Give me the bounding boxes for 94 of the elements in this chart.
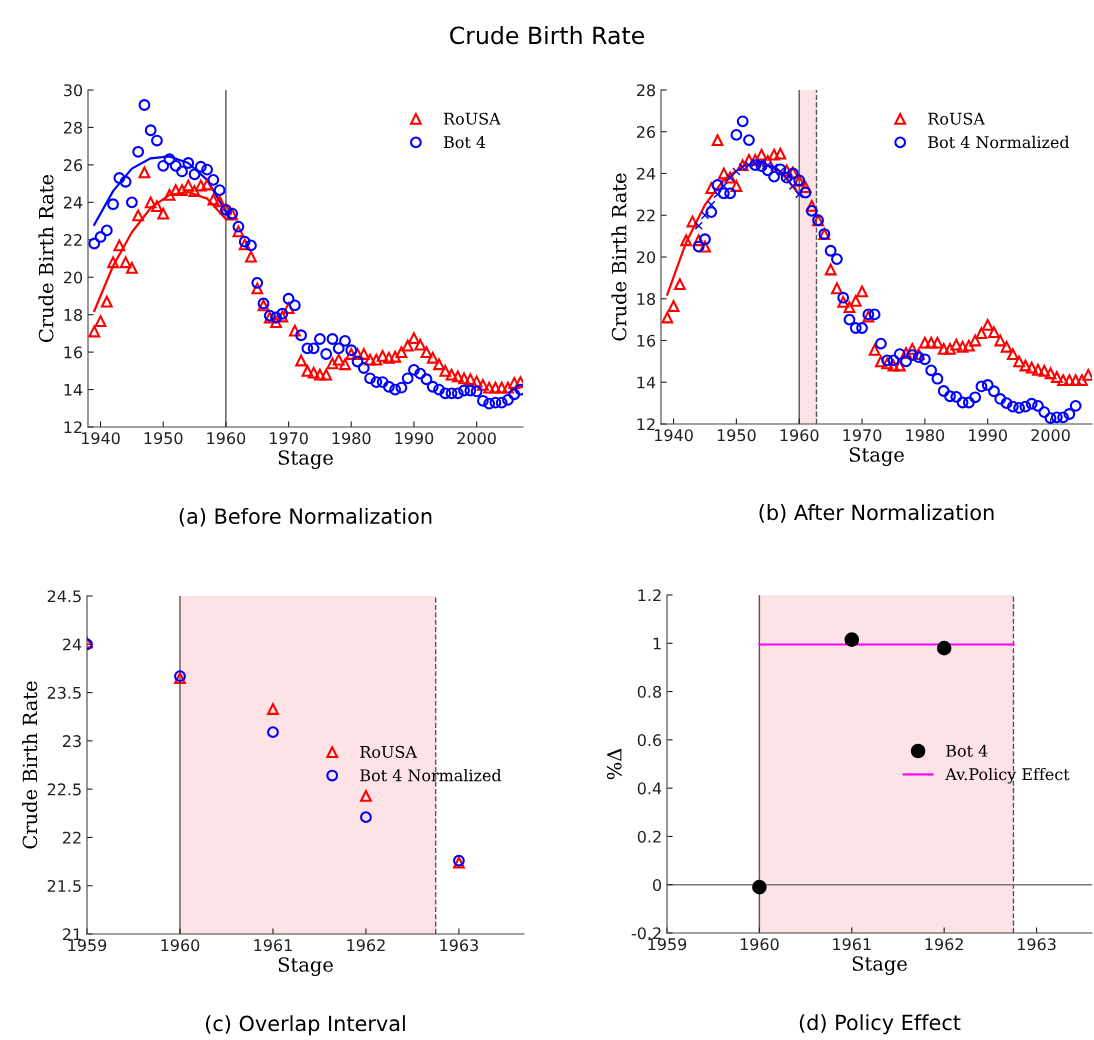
x-axis-title: Stage <box>849 447 904 466</box>
x-tick-label: 1980 <box>906 429 945 442</box>
point <box>707 200 716 209</box>
x-tick-label: 1990 <box>395 432 434 445</box>
y-tick-label: 1 <box>653 637 661 650</box>
text: (d) Policy Effect <box>799 1014 961 1035</box>
y-axis-title: %Δ <box>606 748 622 780</box>
x-tick-label: 1960 <box>207 432 246 445</box>
legend-label: RoUSA <box>928 112 986 125</box>
y-tick-label: 14 <box>64 383 83 396</box>
y-tick-label: 16 <box>64 346 83 359</box>
point <box>936 640 952 656</box>
text: (a) Before Normalization <box>179 507 432 527</box>
point <box>732 167 741 176</box>
point <box>844 632 860 647</box>
y-axis-title: Crude Birth Rate <box>38 174 54 342</box>
y-tick-label: 12 <box>64 421 82 434</box>
x-tick-label: 1940 <box>655 429 693 442</box>
point <box>788 181 798 191</box>
y-tick-label: 22.5 <box>47 783 81 796</box>
point <box>776 167 785 176</box>
y-tick-label: 0.4 <box>637 782 662 795</box>
x-tick-label: 2000 <box>1031 429 1070 442</box>
x-tick-label: 1950 <box>144 432 183 445</box>
y-tick-label: 1.2 <box>638 589 661 602</box>
x-tick-label: 1940 <box>81 432 120 445</box>
y-tick-label: 21 <box>62 928 81 941</box>
y-tick-label: 30 <box>64 84 83 97</box>
legend-label: Bot 4 Normalized <box>928 135 1070 149</box>
y-tick-label: 24 <box>63 196 83 209</box>
y-tick-label: 18 <box>64 308 83 321</box>
x-tick-label: 1961 <box>254 939 292 952</box>
x-tick-label: 1962 <box>925 938 963 951</box>
y-tick-label: 23.5 <box>47 686 81 699</box>
y-tick-label: 0.8 <box>637 685 662 698</box>
y-tick-label: 26 <box>636 125 656 139</box>
point <box>360 811 372 824</box>
point <box>752 879 767 895</box>
legend-label: RoUSA <box>360 745 418 758</box>
x-tick-label: 1970 <box>843 429 882 442</box>
legend-label: RoUSA <box>443 112 501 125</box>
text: (b) After Normalization <box>759 504 994 523</box>
y-axis-title: Crude Birth Rate <box>22 681 38 849</box>
y-tick-label: 28 <box>63 121 83 134</box>
point <box>694 221 703 230</box>
x-tick-label: 1990 <box>969 429 1007 442</box>
point <box>700 211 710 220</box>
y-tick-label: 23 <box>62 735 81 748</box>
y-tick-label: 20 <box>636 251 656 264</box>
legend-label: Bot 4 <box>946 744 988 757</box>
x-tick-label: 1960 <box>780 429 819 442</box>
x-tick-label: 1963 <box>440 939 478 952</box>
x-tick-label: 1960 <box>740 938 779 951</box>
y-tick-label: 28 <box>636 84 656 97</box>
y-tick-label: 22 <box>62 831 81 844</box>
y-tick-label: 0 <box>653 878 662 892</box>
x-tick-label: 2000 <box>457 432 496 445</box>
y-tick-label: 24 <box>62 638 82 651</box>
x-tick-label: 1980 <box>332 432 371 445</box>
point <box>782 173 791 182</box>
y-tick-label: 12 <box>637 418 655 431</box>
y-axis-title: Crude Birth Rate <box>611 173 627 341</box>
y-tick-label: 0.2 <box>637 830 661 843</box>
y-tick-label: 24.5 <box>47 590 81 603</box>
y-tick-label: 18 <box>637 292 656 306</box>
y-tick-label: 21.5 <box>47 879 81 893</box>
x-tick-label: 1950 <box>717 429 756 442</box>
x-tick-label: 1959 <box>68 939 107 952</box>
chart-title: Crude Birth Rate <box>450 26 644 45</box>
x-tick-label: 1962 <box>347 939 385 952</box>
y-tick-label: 26 <box>63 159 83 172</box>
point <box>713 190 722 199</box>
x-tick-label: 1963 <box>1018 938 1056 951</box>
x-tick-label: 1970 <box>270 432 308 445</box>
x-tick-label: 1960 <box>161 939 200 952</box>
x-axis-title: Stage <box>852 956 907 975</box>
legend-label: Bot 4 Normalized <box>360 768 502 782</box>
legend-label: Av.Policy Effect <box>945 767 1070 784</box>
point <box>795 190 804 199</box>
y-tick-label: 20 <box>63 271 83 284</box>
x-tick-label: 1959 <box>648 938 687 951</box>
x-axis-title: Stage <box>278 957 333 976</box>
y-tick-label: 22 <box>63 233 82 246</box>
y-tick-label: 16 <box>637 334 656 347</box>
x-tick-label: 1961 <box>833 938 871 951</box>
y-tick-label: 24 <box>636 167 656 180</box>
x-axis-title: Stage <box>278 450 333 469</box>
point <box>267 726 279 739</box>
legend-label: Bot 4 <box>443 136 486 149</box>
y-tick-label: 0.6 <box>637 734 662 747</box>
y-tick-label: 22 <box>636 209 655 222</box>
y-tick-label: 14 <box>637 376 656 389</box>
y-tick-label: -0.2 <box>631 927 661 940</box>
text: (c) Overlap Interval <box>205 1015 405 1036</box>
